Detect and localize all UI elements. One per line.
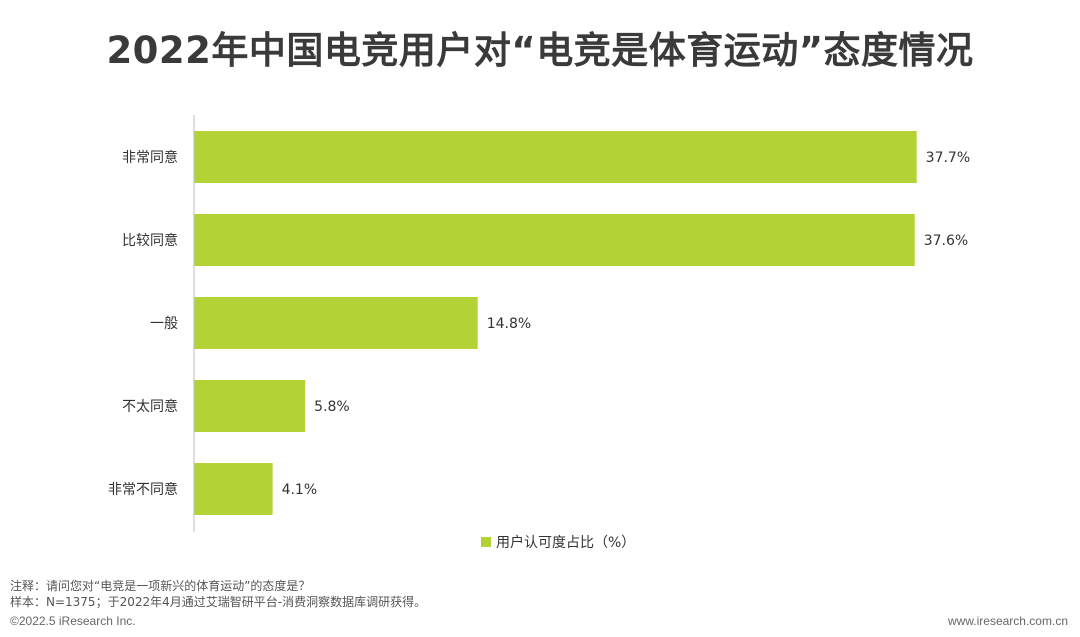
- data-label: 37.6%: [924, 233, 968, 249]
- category-label: 非常同意: [122, 149, 178, 166]
- data-label: 14.8%: [487, 316, 531, 332]
- category-label: 比较同意: [122, 232, 178, 249]
- legend-swatch: [481, 537, 491, 547]
- chart-title: 2022年中国电竞用户对“电竞是体育运动”态度情况: [106, 29, 974, 72]
- website-link[interactable]: www.iresearch.com.cn: [947, 614, 1068, 628]
- legend-label: 用户认可度占比（%）: [496, 534, 635, 551]
- data-label: 4.1%: [282, 482, 318, 498]
- bar-chart: 37.7% 非常同意 37.6% 比较同意 14.8% 一般 5.8% 不太同意 4.1% 非常不…: [108, 115, 970, 551]
- category-label: 不太同意: [122, 398, 178, 415]
- category-label: 一般: [150, 316, 178, 332]
- category-label: 非常不同意: [108, 481, 178, 498]
- bar: [194, 131, 917, 183]
- bar: [194, 214, 915, 266]
- footnote-note: 注释：请问您对“电竞是一项新兴的体育运动”的态度是？: [10, 579, 311, 593]
- bar: [194, 380, 306, 432]
- data-label: 37.7%: [926, 150, 970, 166]
- bar: [194, 297, 478, 349]
- copyright-text: ©2022.5 iResearch Inc.: [10, 614, 136, 628]
- bar: [194, 463, 273, 515]
- footnote-sample: 样本：N=1375；于2022年4月通过艾瑞智研平台-消费洞察数据库调研获得。: [10, 595, 427, 609]
- data-label: 5.8%: [314, 399, 350, 415]
